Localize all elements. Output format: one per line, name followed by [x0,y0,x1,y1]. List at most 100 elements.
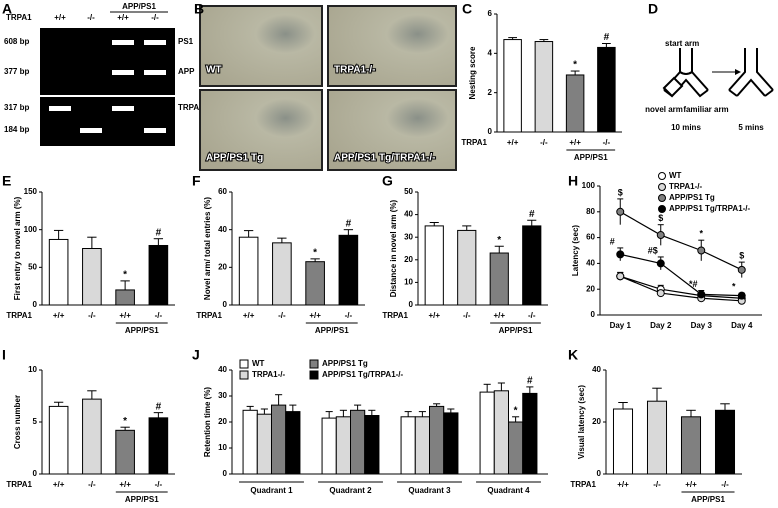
series-line [620,275,742,302]
bar [443,412,459,475]
annotation: # [527,376,533,387]
panel-label: B [194,1,204,17]
maze-label: novel arm [645,105,683,114]
lane-label: +/+ [54,13,66,22]
annotation: # [610,236,615,246]
panel-label: E [2,173,11,189]
y-axis-label: Distance in novel arm (%) [389,199,398,297]
annotation: $ [739,250,744,260]
panel-label: H [568,173,578,189]
x-tick-label: -/- [278,311,286,320]
annotation: # [604,32,610,43]
legend-label: APP/PS1 Tg [322,359,368,368]
point [616,207,625,216]
y-axis-label: Visual latency (sec) [577,385,586,459]
maze-label: 10 mins [671,123,701,132]
bar [321,417,337,475]
panel-label: K [568,347,578,363]
x-tick-label: -/- [463,311,471,320]
legend-label: WT [252,359,265,368]
annotation: #$ [648,245,658,255]
bar [338,234,359,306]
bar [457,229,477,306]
bar [489,252,509,306]
bar [48,405,69,475]
legend-swatch [309,370,319,380]
group-label: APP/PS1 [574,153,608,162]
closed-arm [662,76,684,98]
gel [40,28,175,146]
bar [508,421,524,475]
x-tick-label: Quadrant 2 [329,486,372,495]
bar [522,392,538,475]
bar [493,390,509,475]
y-axis-label: Latency (sec) [571,225,580,276]
annotation: * [123,416,127,427]
band [49,106,71,111]
annotation: $ [658,213,663,223]
y-tick-label: 20 [218,417,227,426]
bar [48,238,69,306]
y-axis-label: Novel arm/ total entries (%) [203,197,212,300]
x-tick-label: -/- [155,311,163,320]
series-line [620,275,742,299]
y-tick-label: 30 [218,391,227,400]
x-tick-label: +/+ [569,138,581,147]
annotation: * [514,405,518,416]
bar [335,416,351,475]
bar [82,398,102,475]
maze [662,48,774,98]
lane-label: -/- [87,13,95,22]
bar [148,417,169,475]
band [144,40,166,45]
bar [350,409,366,475]
maze-label: 5 mins [738,123,764,132]
legend-swatch [309,359,319,369]
point [697,290,706,299]
point [656,289,665,298]
panel-label: D [648,1,658,17]
panel-label: G [382,173,393,189]
x-tick-label: Day 1 [610,321,632,330]
band [80,128,102,133]
legend-marker [658,194,666,202]
y-axis-label: Nesting score [468,46,477,99]
legend-marker [658,172,666,180]
photo [327,5,457,87]
bar [242,409,258,475]
bar [285,411,301,475]
band [112,106,134,111]
annotation: * [732,281,736,291]
bar [612,408,634,475]
legend-label: APP/PS1 Tg/TRPA1-/- [322,370,404,379]
size-label: 608 bp [4,37,29,46]
row-label: TRPA1 [6,480,32,489]
x-tick-label: Day 2 [650,321,672,330]
y-axis-label: Cross number [13,395,22,449]
gel-group-label: APP/PS1 [122,2,156,11]
bar [680,416,702,475]
x-tick-label: +/+ [507,138,519,147]
band [144,70,166,75]
point [737,291,746,300]
row-label: TRPA1 [461,138,487,147]
bar [479,391,495,475]
group-label: APP/PS1 [315,326,349,335]
bar [115,429,135,475]
photo [199,89,323,171]
photo [327,89,457,171]
x-tick-label: Quadrant 1 [250,486,293,495]
bar [271,404,287,475]
bar [646,400,668,475]
x-tick-label: +/+ [685,480,697,489]
photo [199,5,323,87]
legend-label: TRPA1-/- [669,182,703,191]
row-label: TRPA1 [382,311,408,320]
y-tick-label: 10 [218,443,227,452]
bar [424,225,444,306]
annotation: * [699,229,703,239]
y-tick-label: 40 [586,259,595,268]
bar [272,242,292,306]
bar [597,46,616,133]
y-tick-label: 20 [218,262,227,271]
